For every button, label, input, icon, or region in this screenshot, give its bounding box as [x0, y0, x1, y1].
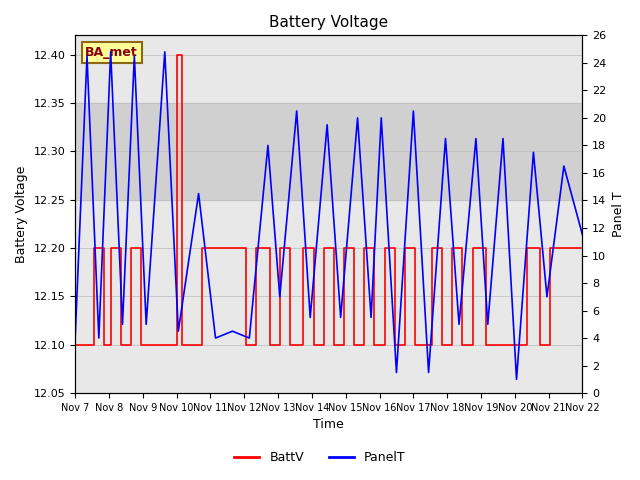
X-axis label: Time: Time — [314, 419, 344, 432]
Bar — [75, 103, 582, 200]
Legend: BattV, PanelT: BattV, PanelT — [229, 446, 411, 469]
Y-axis label: Battery Voltage: Battery Voltage — [15, 166, 28, 263]
Title: Battery Voltage: Battery Voltage — [269, 15, 388, 30]
Text: BA_met: BA_met — [85, 46, 138, 59]
Y-axis label: Panel T: Panel T — [612, 192, 625, 237]
